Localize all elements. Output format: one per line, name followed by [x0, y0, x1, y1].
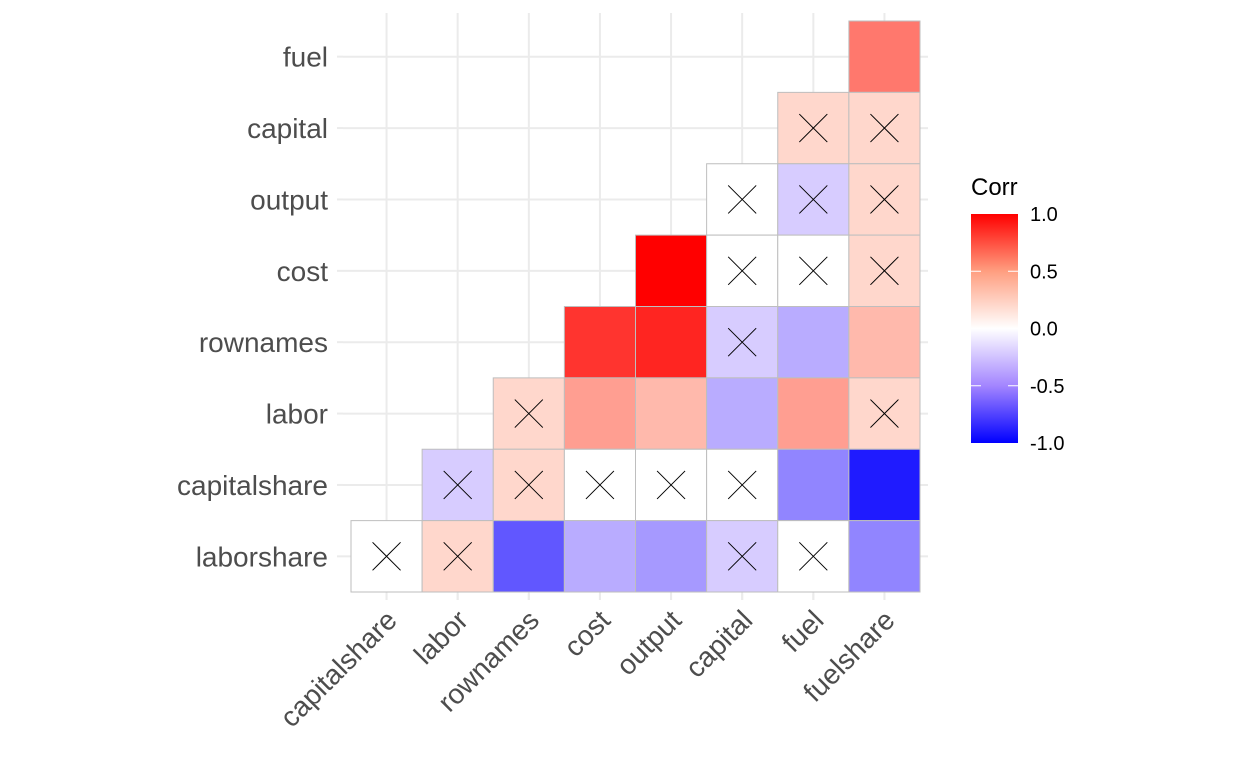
heatmap-cells	[350, 20, 921, 593]
heatmap-cell	[563, 306, 636, 379]
heatmap-cell	[848, 234, 921, 307]
cell-labor-capital	[706, 377, 779, 450]
heatmap-cell	[635, 306, 708, 379]
heatmap-cell	[848, 306, 921, 379]
insignificant-cross-icon	[727, 327, 757, 357]
insignificant-cross-icon	[870, 399, 899, 428]
insignificant-cross-icon	[798, 256, 828, 286]
y-tick-label: laborshare	[196, 541, 328, 572]
heatmap-cell	[706, 520, 779, 593]
cell-rownames-cost	[563, 306, 636, 379]
legend-tick-label: 0.5	[1030, 261, 1058, 283]
y-tick-label: labor	[266, 399, 328, 430]
cell-laborshare-output	[635, 520, 708, 593]
heatmap-cell	[777, 234, 850, 307]
heatmap-cell	[563, 520, 636, 593]
heatmap-cell	[848, 520, 921, 593]
cell-rownames-fuel	[777, 306, 850, 379]
insignificant-cross-icon	[656, 470, 686, 500]
insignificant-cross-icon	[443, 541, 473, 571]
heatmap-cell	[706, 306, 779, 379]
heatmap-cell	[848, 163, 921, 236]
heatmap-cell	[635, 377, 708, 450]
insignificant-cross-icon	[372, 541, 401, 571]
heatmap-cell	[706, 163, 779, 236]
heatmap-cell	[777, 520, 850, 593]
heatmap-cell	[635, 448, 708, 522]
cell-rownames-fuelshare	[848, 306, 921, 379]
y-tick-label: cost	[277, 256, 329, 287]
legend: Corr 1.0 0.5 0.0 -0.5 -1.0	[971, 174, 1064, 455]
cell-labor-cost	[563, 377, 636, 450]
heatmap-cell	[777, 448, 850, 522]
heatmap-cell	[777, 306, 850, 379]
insignificant-cross-icon	[514, 399, 544, 428]
legend-tick-label: -1.0	[1030, 433, 1064, 455]
insignificant-cross-icon	[727, 256, 757, 286]
cell-fuel-fuelshare	[848, 20, 921, 93]
y-tick-label: capitalshare	[177, 470, 328, 501]
y-tick-label: output	[250, 184, 328, 215]
legend-tick-label: -0.5	[1030, 376, 1064, 398]
insignificant-cross-icon	[870, 185, 899, 214]
y-tick-label: capital	[247, 113, 328, 144]
heatmap-cell	[421, 448, 494, 522]
y-axis-labels: laborshare capitalshare labor rownames cost o…	[177, 42, 343, 572]
heatmap-cell	[492, 520, 565, 593]
cell-rownames-output	[635, 306, 708, 379]
x-tick-label: labor	[408, 604, 474, 670]
cell-laborshare-rownames	[492, 520, 565, 593]
heatmap-cell	[492, 377, 565, 450]
cell-laborshare-fuelshare	[848, 520, 921, 593]
cell-cost-output	[635, 234, 708, 307]
x-tick-label: cost	[558, 604, 616, 662]
heatmap-cell	[563, 448, 636, 522]
cell-laborshare-cost	[563, 520, 636, 593]
insignificant-cross-icon	[798, 185, 828, 214]
heatmap-cell	[848, 448, 921, 522]
cell-labor-output	[635, 377, 708, 450]
heatmap-cell	[421, 520, 494, 593]
heatmap-cell	[848, 20, 921, 93]
cell-capitalshare-fuel	[777, 448, 850, 522]
heatmap-cell	[777, 163, 850, 236]
x-tick-label: capital	[679, 604, 758, 683]
legend-tick-label: 1.0	[1030, 204, 1058, 226]
heatmap-cell	[777, 377, 850, 450]
cell-labor-fuel	[777, 377, 850, 450]
heatmap-cell	[777, 91, 850, 165]
heatmap-cell	[635, 520, 708, 593]
insignificant-cross-icon	[443, 470, 473, 500]
insignificant-cross-icon	[798, 113, 828, 143]
insignificant-cross-icon	[585, 470, 615, 500]
insignificant-cross-icon	[798, 541, 828, 571]
x-tick-label: output	[610, 604, 687, 681]
insignificant-cross-icon	[727, 470, 757, 500]
insignificant-cross-icon	[727, 185, 757, 214]
insignificant-cross-icon	[870, 113, 899, 143]
insignificant-cross-icon	[727, 541, 757, 571]
x-tick-label: capitalshare	[274, 604, 403, 733]
legend-tick-label: 0.0	[1030, 319, 1058, 341]
cell-capitalshare-fuelshare	[848, 448, 921, 522]
insignificant-cross-icon	[870, 256, 899, 286]
x-tick-label: fuel	[776, 604, 830, 658]
y-tick-label: fuel	[283, 42, 328, 73]
heatmap-cell	[848, 91, 921, 165]
heatmap-cell	[706, 234, 779, 307]
legend-title: Corr	[971, 174, 1018, 201]
heatmap-cell	[706, 448, 779, 522]
heatmap-cell	[635, 234, 708, 307]
heatmap-cell	[350, 520, 423, 593]
insignificant-cross-icon	[514, 470, 544, 500]
heatmap-cell	[492, 448, 565, 522]
heatmap-cell	[706, 377, 779, 450]
heatmap-cell	[563, 377, 636, 450]
heatmap-cell	[848, 377, 921, 450]
y-tick-label: rownames	[199, 327, 328, 358]
